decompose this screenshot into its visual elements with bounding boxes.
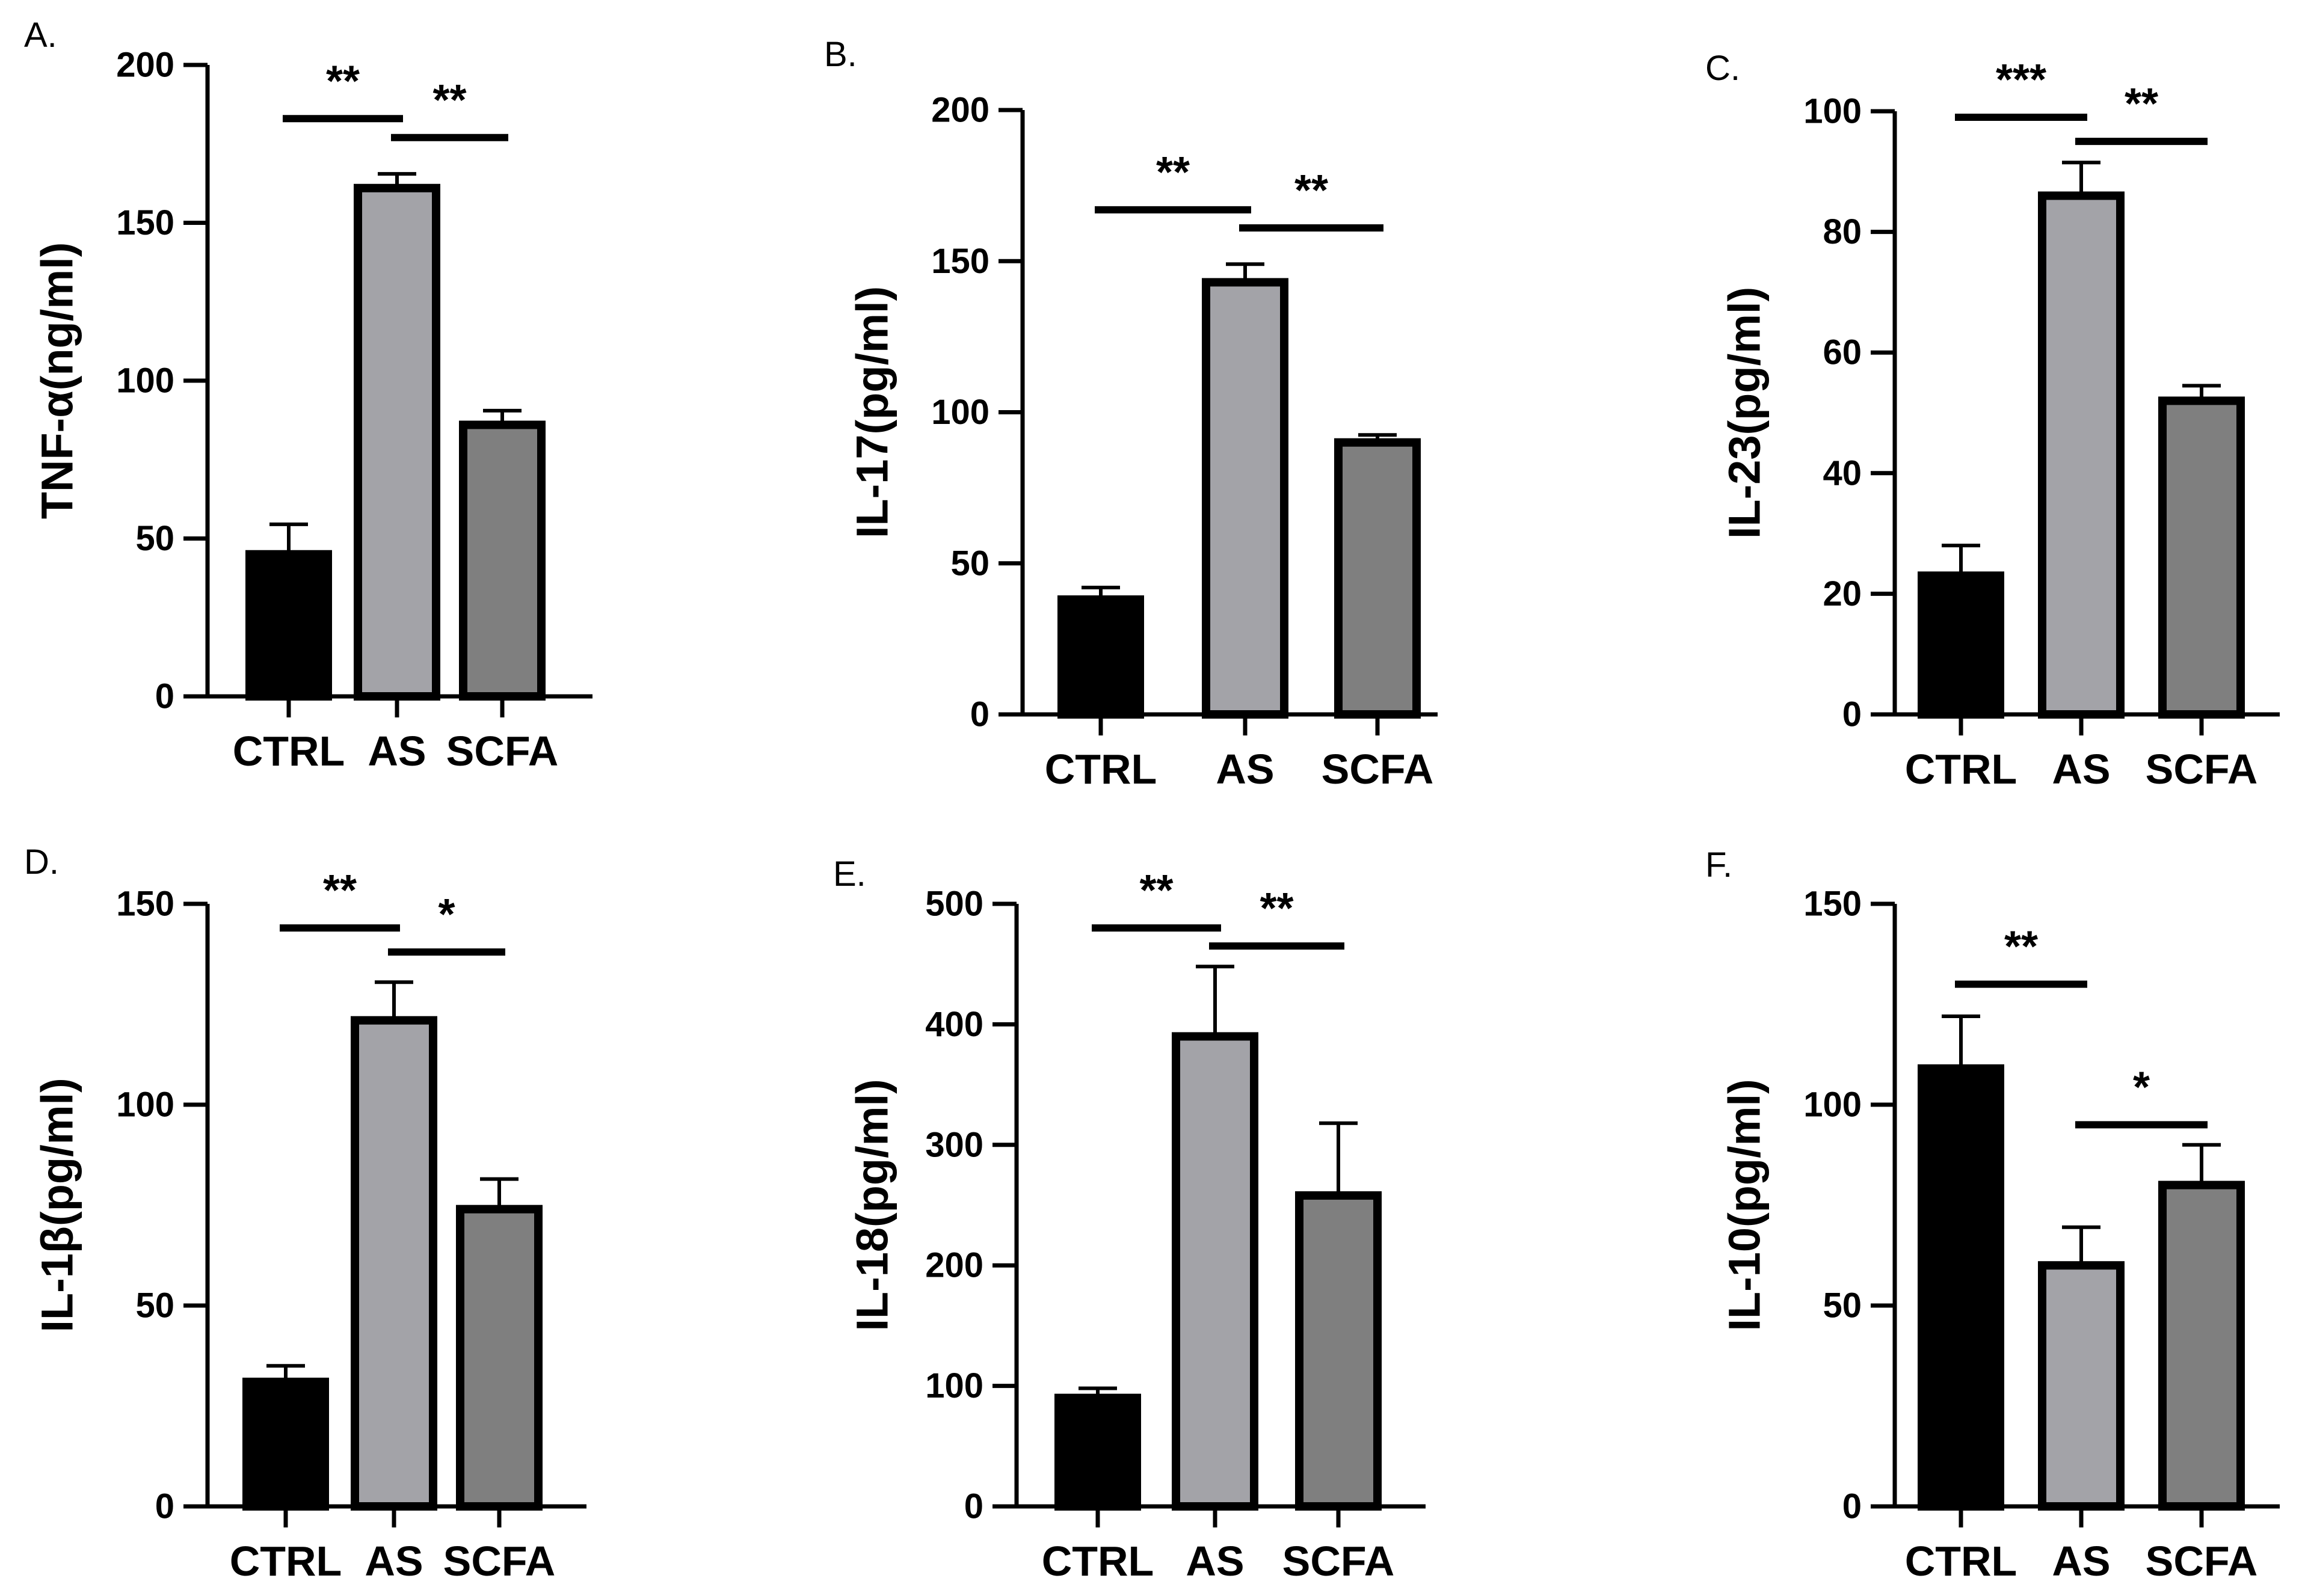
bar-scfa — [459, 420, 546, 701]
significance-label-2: ** — [432, 76, 466, 124]
x-tick-label-ctrl: CTRL — [1905, 1538, 2017, 1585]
y-tick-label: 100 — [116, 361, 174, 401]
y-tick-label: 200 — [925, 1246, 983, 1285]
y-tick-label: 300 — [925, 1125, 983, 1164]
y-axis-label: IL-17(pg/ml) — [848, 286, 897, 538]
y-tick-label: 60 — [1823, 333, 1862, 372]
significance-label-2: * — [2133, 1063, 2150, 1111]
significance-label-2: * — [438, 891, 455, 939]
panel-label: D. — [24, 843, 59, 882]
x-tick-label-as: AS — [1186, 1538, 1244, 1585]
significance-label-1: ** — [1139, 867, 1173, 915]
y-tick-label: 200 — [116, 46, 174, 85]
y-tick-label: 400 — [925, 1005, 983, 1044]
x-tick-label-scfa: SCFA — [443, 1538, 556, 1585]
bar-ctrl — [1918, 1064, 2004, 1511]
bar-ctrl — [242, 1377, 329, 1511]
x-tick-label-scfa: SCFA — [2146, 1538, 2258, 1585]
significance-label-1: *** — [1996, 56, 2046, 104]
significance-label-2: ** — [2125, 80, 2158, 128]
y-tick-label: 100 — [1803, 1085, 1862, 1125]
bar-as — [2038, 191, 2125, 719]
y-tick-label: 100 — [931, 393, 989, 432]
x-tick-label-ctrl: CTRL — [1905, 746, 2017, 793]
x-tick-label-ctrl: CTRL — [1045, 746, 1157, 793]
y-tick-label: 0 — [1842, 695, 1862, 734]
bar-as — [1172, 1032, 1258, 1511]
panel-label: A. — [24, 16, 57, 55]
x-tick-label-as: AS — [2052, 746, 2110, 793]
bar-scfa — [2158, 1180, 2245, 1511]
y-tick-label: 100 — [116, 1085, 174, 1125]
y-tick-label: 100 — [1803, 92, 1862, 131]
y-tick-label: 0 — [1842, 1487, 1862, 1526]
y-axis-label: IL-23(pg/ml) — [1720, 287, 1770, 539]
x-tick-label-as: AS — [368, 728, 426, 775]
y-tick-label: 0 — [155, 677, 174, 716]
y-tick-label: 100 — [925, 1366, 983, 1405]
x-tick-label-as: AS — [365, 1538, 423, 1585]
bar-as — [351, 1016, 437, 1511]
y-tick-label: 150 — [931, 242, 989, 281]
bar-as — [1202, 278, 1288, 719]
x-tick-label-ctrl: CTRL — [233, 728, 345, 775]
panel-label: C. — [1705, 49, 1740, 88]
x-tick-label-as: AS — [2052, 1538, 2110, 1585]
y-axis-label: IL-10(pg/ml) — [1720, 1079, 1770, 1331]
y-tick-label: 200 — [931, 91, 989, 130]
x-tick-label-scfa: SCFA — [2146, 746, 2258, 793]
y-tick-label: 50 — [950, 544, 989, 583]
bar-ctrl — [1918, 571, 2004, 719]
panel-label: E. — [833, 855, 866, 894]
significance-label-1: ** — [323, 867, 357, 915]
panel-label: F. — [1705, 846, 1732, 885]
x-tick-label-scfa: SCFA — [1322, 746, 1434, 793]
y-tick-label: 50 — [1823, 1286, 1862, 1325]
panel-label: B. — [824, 35, 857, 74]
y-tick-label: 0 — [964, 1487, 983, 1526]
panel-a: A. TNF-α(ng/ml) 0 50 100 150 200 CTRL AS SCFA ** ** — [24, 16, 592, 775]
x-tick-label-scfa: SCFA — [1282, 1538, 1395, 1585]
bar-as — [354, 183, 440, 701]
bar-scfa — [456, 1205, 543, 1511]
panel-b: B. IL-17(pg/ml) 0 50 100 150 200 CTRL AS SCFA ** ** — [824, 35, 1438, 793]
x-tick-label-ctrl: CTRL — [230, 1538, 342, 1585]
bar-ctrl — [245, 550, 332, 701]
y-tick-label: 20 — [1823, 574, 1862, 613]
y-tick-label: 40 — [1823, 453, 1862, 493]
y-axis-label: IL-18(pg/ml) — [848, 1079, 897, 1331]
y-tick-label: 50 — [135, 519, 174, 558]
x-tick-label-ctrl: CTRL — [1042, 1538, 1154, 1585]
significance-label-2: ** — [1260, 885, 1293, 933]
significance-label-1: ** — [1156, 149, 1190, 197]
y-axis-label: TNF-α(ng/ml) — [32, 242, 82, 520]
bar-ctrl — [1057, 595, 1144, 719]
y-axis-label: IL-1β(pg/ml) — [32, 1078, 82, 1332]
y-tick-label: 0 — [970, 695, 989, 734]
y-tick-label: 80 — [1823, 212, 1862, 251]
significance-label-1: ** — [326, 57, 360, 105]
bar-scfa — [1334, 438, 1421, 719]
x-tick-label-as: AS — [1216, 746, 1274, 793]
y-tick-label: 150 — [116, 203, 174, 242]
y-tick-label: 0 — [155, 1487, 174, 1526]
bar-scfa — [2158, 396, 2245, 719]
bar-scfa — [1295, 1191, 1382, 1511]
significance-label-2: ** — [1294, 167, 1328, 215]
y-tick-label: 50 — [135, 1286, 174, 1325]
bar-as — [2038, 1261, 2125, 1511]
bar-ctrl — [1054, 1393, 1141, 1511]
y-tick-label: 150 — [1803, 885, 1862, 924]
panel-e: E. IL-18(pg/ml) 0 100 200 300 400 500 CTRL AS SCFA… — [833, 855, 1426, 1585]
x-tick-label-scfa: SCFA — [446, 728, 559, 775]
y-tick-label: 150 — [116, 885, 174, 924]
y-tick-label: 500 — [925, 885, 983, 924]
significance-label-1: ** — [2004, 923, 2038, 971]
